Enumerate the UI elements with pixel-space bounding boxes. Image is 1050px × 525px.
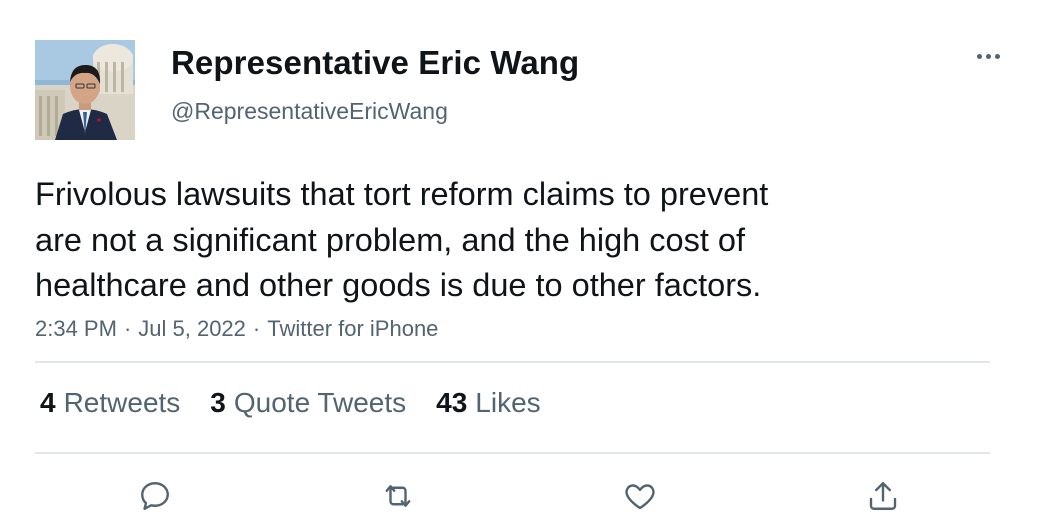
likes-label: Likes <box>475 387 541 418</box>
reply-button[interactable] <box>135 476 175 516</box>
retweet-button[interactable] <box>378 476 418 516</box>
quote-tweets-stat[interactable]: 3 Quote Tweets <box>210 387 406 419</box>
avatar-photo <box>35 40 135 140</box>
user-handle[interactable]: @RepresentativeEricWang <box>171 98 448 124</box>
likes-stat[interactable]: 43 Likes <box>436 387 541 419</box>
quote-tweets-label: Quote Tweets <box>233 387 407 418</box>
share-button[interactable] <box>863 476 903 516</box>
more-options-button[interactable] <box>968 40 1008 72</box>
avatar[interactable] <box>35 40 135 140</box>
retweets-count: 4 <box>40 387 56 418</box>
display-name[interactable]: Representative Eric Wang <box>171 44 580 81</box>
divider <box>35 452 990 454</box>
more-horizontal-icon <box>975 53 1002 59</box>
separator: · <box>252 316 261 341</box>
divider <box>35 361 990 363</box>
tweet-metadata: 2:34 PM · Jul 5, 2022 · Twitter for iPhone <box>35 316 438 342</box>
quote-tweets-count: 3 <box>210 387 226 418</box>
share-icon <box>869 482 897 510</box>
retweets-stat[interactable]: 4 Retweets <box>40 387 180 419</box>
tweet-text-line: Frivolous lawsuits that tort reform clai… <box>35 176 769 212</box>
tweet-text-line: are not a significant problem, and the h… <box>35 221 746 258</box>
like-button[interactable] <box>620 476 660 516</box>
engagement-stats: 4 Retweets 3 Quote Tweets 43 Likes <box>40 387 571 419</box>
retweets-label: Retweets <box>63 387 181 418</box>
tweet-time[interactable]: 2:34 PM <box>35 316 117 341</box>
reply-icon <box>141 482 169 510</box>
tweet-date[interactable]: Jul 5, 2022 <box>138 316 246 341</box>
heart-icon <box>625 484 655 510</box>
tweet-text: Frivolous lawsuits that tort reform clai… <box>35 172 915 309</box>
separator: · <box>123 316 132 341</box>
likes-count: 43 <box>436 387 468 418</box>
tweet-source[interactable]: Twitter for iPhone <box>267 316 439 341</box>
retweet-icon <box>385 485 411 507</box>
tweet-text-line: healthcare and other goods is due to oth… <box>35 267 762 303</box>
